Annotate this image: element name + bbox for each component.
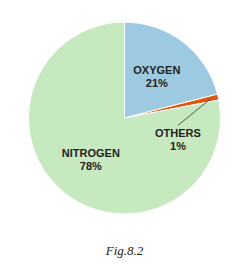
slice-label: OTHERS — [155, 127, 201, 139]
slices — [29, 22, 221, 214]
caption: Fig.8.2 — [105, 243, 144, 258]
slice-label: NITROGEN — [62, 147, 120, 159]
data-label: 21% — [146, 77, 168, 89]
data-label: 78% — [80, 160, 102, 172]
chart-container: OXYGEN21% OTHERS1% NITROGEN78% Fig.8.2 — [0, 0, 249, 269]
leader-line — [178, 99, 211, 126]
chart: OXYGEN21% OTHERS1% NITROGEN78% Fig.8.2 — [0, 0, 249, 269]
pie-slice — [29, 22, 221, 214]
labels: OXYGEN21% OTHERS1% NITROGEN78% — [62, 64, 211, 171]
slice-label: OXYGEN — [133, 64, 180, 76]
data-label: 1% — [170, 140, 186, 152]
